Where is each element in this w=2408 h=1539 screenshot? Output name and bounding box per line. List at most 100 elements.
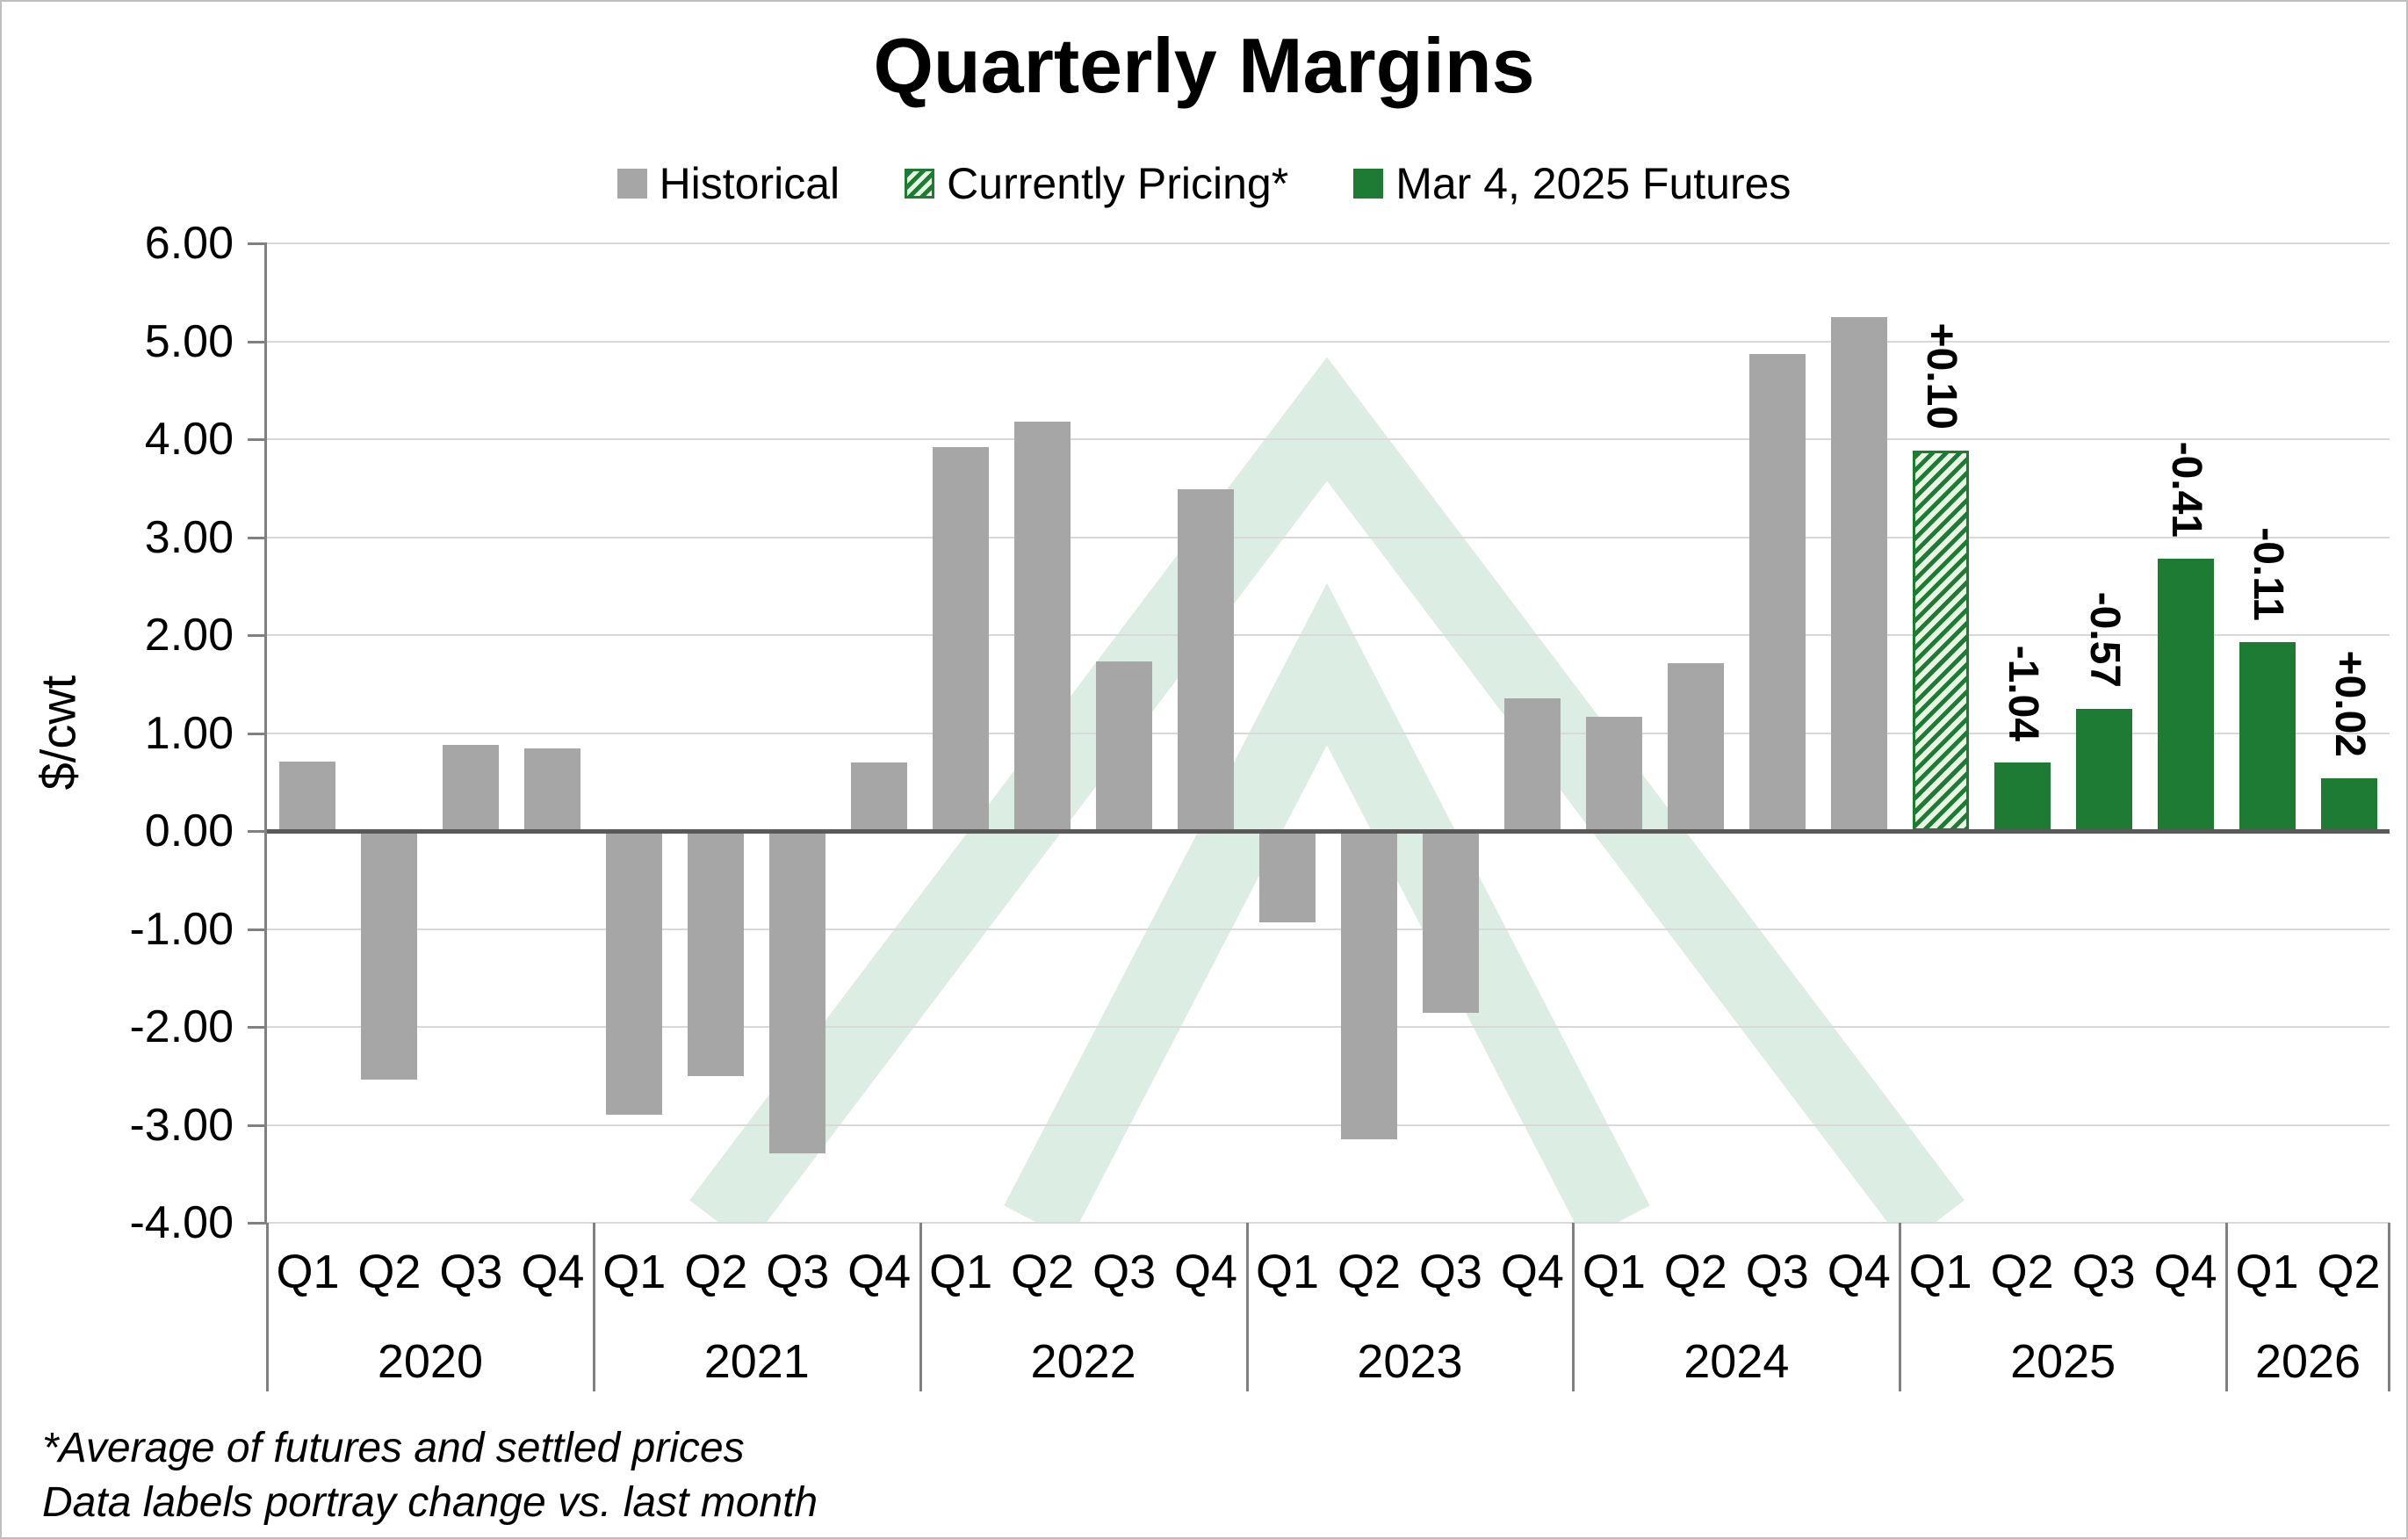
x-quarter-label: Q2 bbox=[1663, 1246, 1727, 1298]
bar-2022-q2 bbox=[1014, 421, 1071, 831]
watermark-outer-triangle bbox=[689, 357, 1965, 1223]
footnote-line-2: Data labels portray change vs. last mont… bbox=[42, 1479, 818, 1526]
y-axis-tick bbox=[248, 242, 267, 245]
x-quarter-label: Q2 bbox=[1337, 1246, 1401, 1298]
year-divider bbox=[919, 1223, 922, 1391]
legend-item-futures: Mar 4, 2025 Futures bbox=[1353, 158, 1791, 209]
y-axis-tick bbox=[248, 830, 267, 833]
x-quarter-label: Q2 bbox=[1011, 1246, 1075, 1298]
x-quarter-label: Q3 bbox=[766, 1246, 830, 1298]
bar-2023-q3 bbox=[1422, 831, 1479, 1014]
bar-2024-q2 bbox=[1667, 663, 1724, 831]
year-divider bbox=[1245, 1223, 1249, 1391]
gridline bbox=[267, 438, 2390, 440]
x-quarter-label: Q3 bbox=[1418, 1246, 1482, 1298]
y-axis-tick bbox=[248, 1124, 267, 1127]
bar-2022-q1 bbox=[933, 446, 990, 831]
x-quarter-label: Q1 bbox=[1255, 1246, 1320, 1298]
zero-axis-line bbox=[267, 829, 2390, 834]
bar-2025-q1 bbox=[1912, 451, 1969, 831]
year-divider bbox=[592, 1223, 595, 1391]
x-quarter-label: Q2 bbox=[357, 1246, 422, 1298]
gridline bbox=[267, 242, 2390, 244]
bar-label-2025-q1: +0.10 bbox=[1917, 322, 1965, 430]
bar-2025-q4 bbox=[2157, 559, 2214, 831]
x-year-label: 2025 bbox=[2010, 1335, 2116, 1388]
year-divider bbox=[2225, 1223, 2229, 1391]
bar-2024-q4 bbox=[1830, 316, 1887, 831]
x-quarter-label: Q4 bbox=[521, 1246, 585, 1298]
bar-2021-q2 bbox=[688, 831, 745, 1076]
legend-swatch-futures bbox=[1353, 169, 1384, 199]
x-quarter-label: Q1 bbox=[929, 1246, 993, 1298]
x-quarter-label: Q1 bbox=[276, 1246, 340, 1298]
year-divider bbox=[2388, 1223, 2390, 1391]
bar-2024-q3 bbox=[1748, 353, 1806, 831]
y-axis-tick bbox=[248, 732, 267, 735]
bar-2022-q4 bbox=[1178, 488, 1235, 831]
legend-label-currently-pricing: Currently Pricing* bbox=[947, 159, 1289, 208]
bar-2025-q3 bbox=[2075, 708, 2132, 831]
bar-2020-q4 bbox=[524, 748, 581, 831]
x-quarter-label: Q4 bbox=[2153, 1246, 2217, 1298]
x-quarter-label: Q1 bbox=[1908, 1246, 1972, 1298]
bar-2024-q1 bbox=[1585, 716, 1642, 831]
legend-item-historical: Historical bbox=[616, 158, 840, 209]
y-tick-label: -4.00 bbox=[129, 1197, 234, 1248]
x-quarter-label: Q1 bbox=[1582, 1246, 1646, 1298]
gridline bbox=[267, 1222, 2390, 1224]
bar-2021-q3 bbox=[769, 831, 826, 1153]
bar-2022-q3 bbox=[1096, 661, 1153, 831]
bar-label-2025-q3: -0.57 bbox=[2080, 591, 2128, 688]
bar-2026-q2 bbox=[2320, 777, 2377, 831]
gridline bbox=[267, 928, 2390, 930]
x-year-label: 2023 bbox=[1357, 1335, 1463, 1388]
gridline bbox=[267, 732, 2390, 734]
legend-label-historical: Historical bbox=[659, 159, 840, 208]
y-tick-label: -2.00 bbox=[129, 1001, 234, 1052]
bar-label-2025-q2: -1.04 bbox=[1999, 645, 2046, 741]
bar-2023-q4 bbox=[1503, 698, 1561, 831]
x-quarter-label: Q4 bbox=[1500, 1246, 1564, 1298]
y-tick-label: 5.00 bbox=[144, 315, 234, 367]
year-divider bbox=[1572, 1223, 1575, 1391]
footnotes: *Average of futures and settled prices D… bbox=[42, 1421, 818, 1530]
x-year-label: 2022 bbox=[1030, 1335, 1136, 1388]
watermark-inner-triangle bbox=[1004, 582, 1650, 1223]
bar-label-2025-q4: -0.41 bbox=[2162, 441, 2210, 538]
x-quarter-label: Q2 bbox=[2317, 1246, 2381, 1298]
bar-2025-q2 bbox=[1993, 762, 2051, 831]
y-tick-label: 4.00 bbox=[144, 414, 234, 465]
y-tick-label: 3.00 bbox=[144, 511, 234, 563]
y-axis-tick bbox=[248, 340, 267, 343]
year-divider bbox=[266, 1223, 269, 1391]
mountain-logo-watermark bbox=[689, 357, 1965, 1223]
legend-label-futures: Mar 4, 2025 Futures bbox=[1395, 159, 1792, 208]
y-axis-tick bbox=[248, 536, 267, 539]
x-year-label: 2024 bbox=[1683, 1335, 1790, 1388]
y-axis-tick bbox=[248, 928, 267, 931]
x-quarter-label: Q1 bbox=[2235, 1246, 2299, 1298]
y-tick-label: 2.00 bbox=[144, 610, 234, 661]
legend-swatch-historical bbox=[616, 169, 647, 199]
gridline bbox=[267, 340, 2390, 343]
legend-item-currently-pricing: Currently Pricing* bbox=[905, 158, 1288, 209]
plot-area: +0.10 -1.04 -0.57 -0.41 -0.11 +0.02 bbox=[267, 242, 2390, 1224]
gridline bbox=[267, 1026, 2390, 1028]
footnote-line-1: *Average of futures and settled prices bbox=[42, 1425, 745, 1471]
year-divider bbox=[1899, 1223, 1902, 1391]
x-quarter-label: Q2 bbox=[1990, 1246, 2054, 1298]
y-axis-tick bbox=[248, 1222, 267, 1225]
x-quarter-label: Q4 bbox=[847, 1246, 912, 1298]
x-quarter-label: Q4 bbox=[1827, 1246, 1891, 1298]
y-tick-label: -1.00 bbox=[129, 903, 234, 955]
bar-label-2026-q1: -0.11 bbox=[2244, 527, 2291, 621]
bar-2021-q4 bbox=[851, 762, 908, 831]
bar-2020-q1 bbox=[279, 761, 336, 831]
y-axis-tick bbox=[248, 1026, 267, 1029]
y-axis-tick bbox=[248, 438, 267, 441]
bar-2026-q1 bbox=[2239, 641, 2296, 831]
y-tick-label: 1.00 bbox=[144, 707, 234, 759]
y-axis-tick bbox=[248, 634, 267, 637]
